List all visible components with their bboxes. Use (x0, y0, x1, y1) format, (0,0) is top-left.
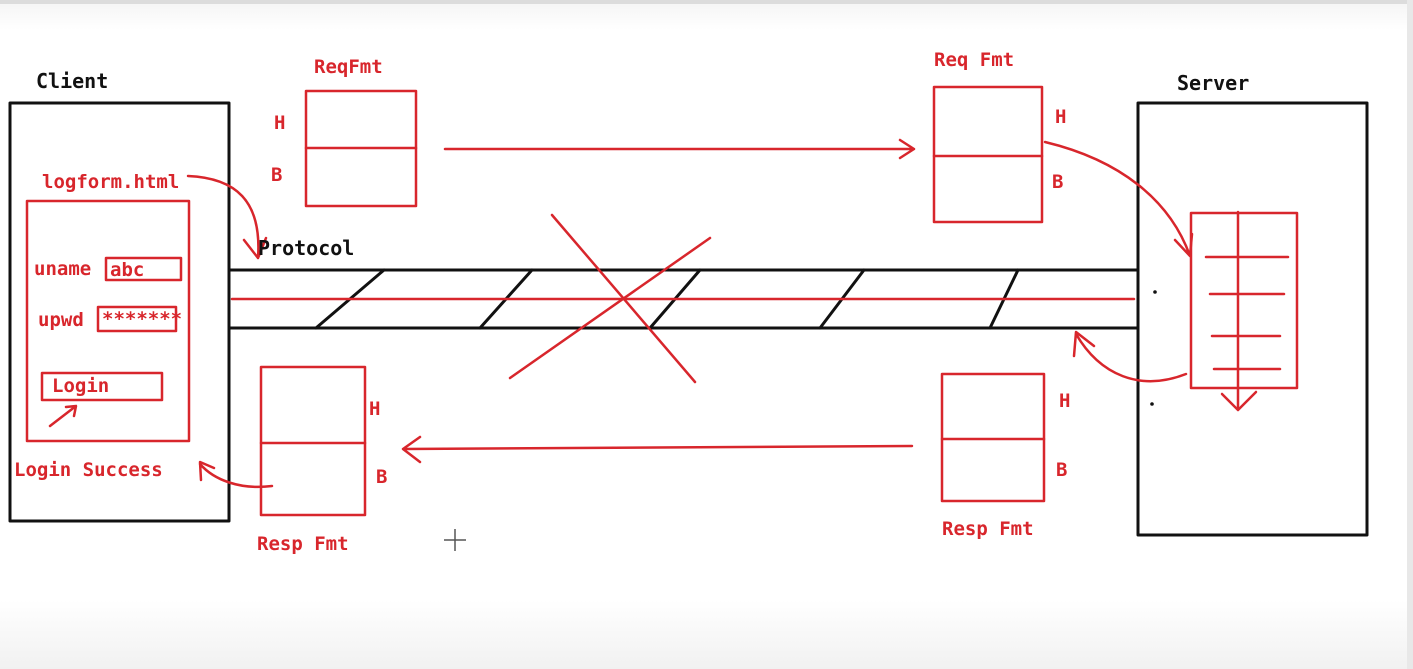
resp-to-result-arrow (198, 460, 274, 489)
protocol-cross-mark (508, 213, 712, 384)
upwd-field-box (96, 305, 178, 333)
req-left-body-marker: B (271, 164, 283, 186)
req-left-header-marker: H (274, 112, 286, 134)
request-arrow (443, 138, 916, 160)
uname-field-box (104, 256, 183, 282)
login-form-box (25, 199, 191, 443)
resp-left-body-marker: B (376, 466, 388, 488)
login-success-label: Login Success (14, 459, 163, 481)
req-right-header-marker: H (1055, 106, 1067, 128)
server-title: Server (1177, 71, 1250, 95)
login-click-arrow (48, 404, 78, 428)
client-box (8, 101, 231, 523)
window-right-edge (1407, 0, 1413, 669)
logform-file-label: logform.html (42, 171, 180, 193)
client-title: Client (36, 69, 109, 93)
resp-fmt-right-title: Resp Fmt (942, 518, 1034, 540)
upwd-value: ******* (102, 308, 183, 330)
req-fmt-right-title: Req Fmt (934, 49, 1015, 71)
server-box (1136, 101, 1369, 537)
req-to-server-arrow (1043, 140, 1194, 258)
upwd-label: upwd (38, 309, 84, 331)
req-fmt-right-box (932, 85, 1044, 224)
response-arrow (401, 435, 914, 464)
server-dot-bottom (1150, 402, 1154, 406)
server-program-box (1189, 211, 1299, 390)
server-program-lines (1204, 210, 1290, 412)
req-right-body-marker: B (1052, 171, 1064, 193)
logform-to-protocol-arrow (186, 174, 268, 260)
window-top-edge (0, 0, 1413, 4)
resp-right-header-marker: H (1059, 390, 1071, 412)
resp-fmt-right-box (940, 372, 1046, 503)
login-button-box (40, 371, 164, 402)
login-button-label: Login (52, 375, 110, 397)
uname-value: abc (110, 259, 145, 281)
resp-fmt-left-title: Resp Fmt (257, 533, 349, 555)
req-fmt-left-title: ReqFmt (314, 56, 383, 78)
server-to-protocol-arrow (1072, 330, 1188, 383)
protocol-title: Protocol (258, 236, 355, 260)
resp-right-body-marker: B (1056, 459, 1068, 481)
uname-label: uname (34, 258, 92, 280)
resp-left-header-marker: H (369, 398, 381, 420)
server-dot-top (1153, 290, 1157, 294)
crosshair-move-cursor-icon (444, 529, 466, 551)
resp-fmt-left-box (259, 365, 367, 517)
